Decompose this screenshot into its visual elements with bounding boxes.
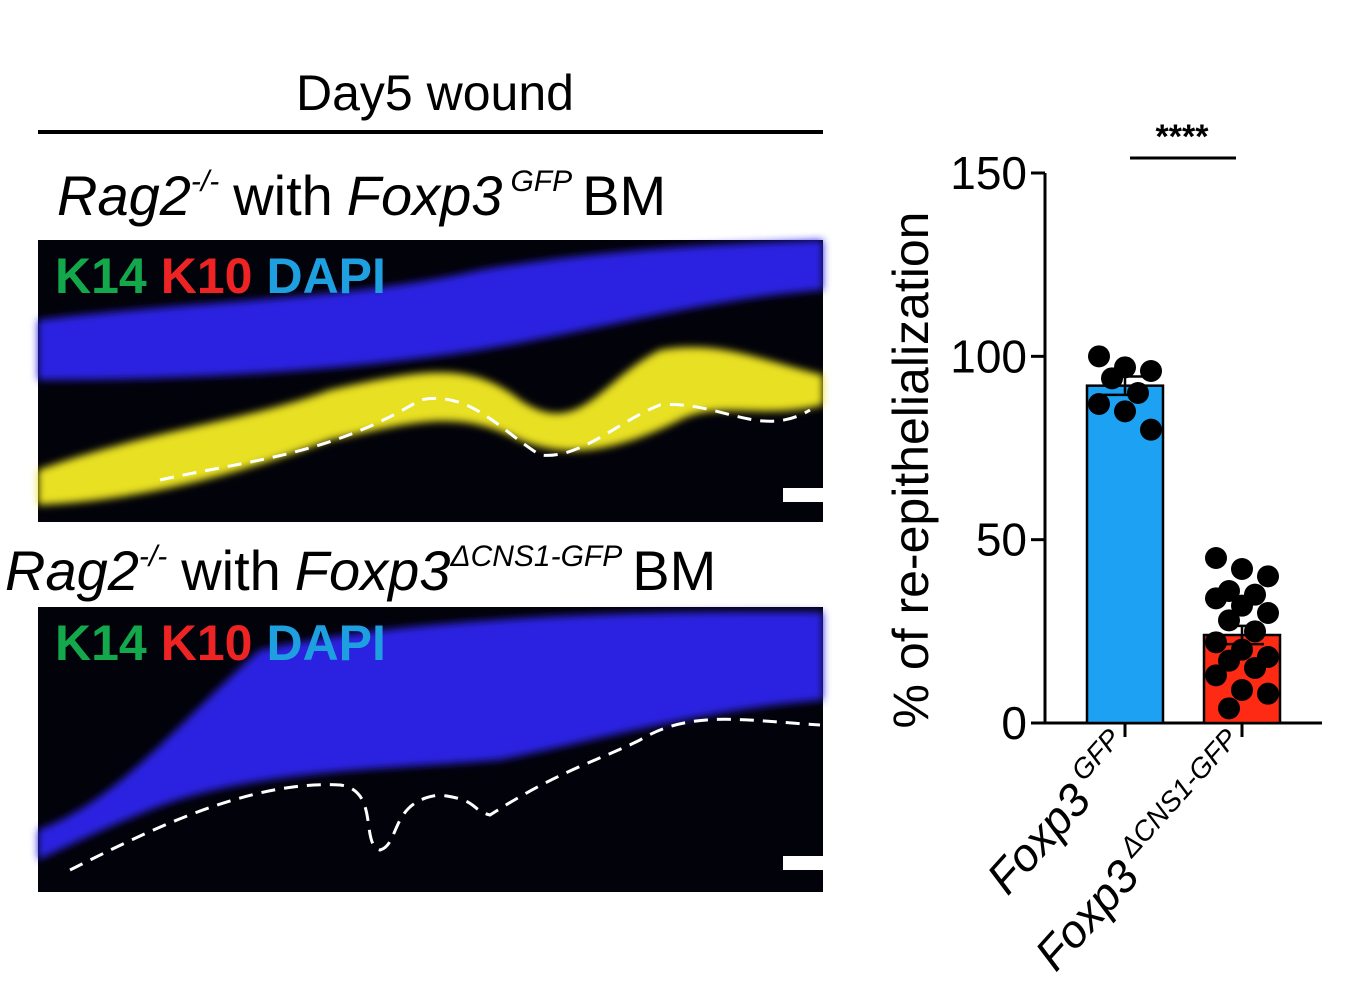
data-point: [1140, 360, 1162, 382]
host-genotype: -/-: [191, 165, 219, 198]
stain-label: K10: [161, 248, 253, 304]
micrograph-top: [38, 240, 825, 522]
bar: [1085, 384, 1165, 725]
micrograph-bottom: [38, 607, 825, 892]
data-point: [1244, 620, 1266, 643]
data-point: [1205, 587, 1227, 610]
data-point: [1218, 609, 1240, 632]
with: with: [232, 164, 333, 227]
donor: Foxp3: [295, 539, 451, 602]
data-point: [1205, 664, 1227, 687]
host-genotype: -/-: [139, 540, 167, 573]
data-point: [1257, 565, 1279, 588]
figure-title: Day5 wound: [296, 65, 574, 121]
y-tick-label: 50: [976, 514, 1027, 566]
data-point: [1231, 558, 1253, 580]
suffix: BM: [632, 539, 716, 602]
data-point: [1218, 697, 1240, 720]
stain-labels: K14 K10 DAPI: [55, 615, 386, 671]
stain-label: K14: [55, 615, 147, 671]
data-point: [1088, 393, 1110, 415]
stain-labels: K14 K10 DAPI: [55, 248, 386, 304]
data-point: [1231, 679, 1253, 701]
category-superscript: ΔCNS1-GFP: [1113, 723, 1244, 864]
host: Rag2: [5, 539, 139, 602]
panel-title: Rag2-/- with Foxp3 GFP BM: [57, 164, 666, 227]
data-point: [1140, 418, 1162, 441]
donor-genotype: ΔCNS1-GFP: [449, 540, 622, 573]
y-axis-label: % of re-epithelialization: [883, 212, 939, 729]
donor-genotype: GFP: [510, 165, 572, 198]
data-point: [1205, 547, 1227, 569]
y-tick-label: 0: [1001, 697, 1027, 749]
stain-label: K10: [161, 615, 253, 671]
data-point: [1257, 602, 1279, 624]
suffix: BM: [582, 164, 666, 227]
with: with: [180, 539, 281, 602]
data-point: [1205, 631, 1227, 654]
data-point: [1231, 594, 1253, 617]
stain-label: K14: [55, 248, 147, 304]
donor: Foxp3: [347, 164, 503, 227]
data-point: [1244, 657, 1266, 679]
data-point: [1114, 400, 1136, 423]
significance: ****: [1156, 118, 1210, 156]
data-point: [1088, 345, 1110, 368]
stain-label: DAPI: [266, 248, 385, 304]
data-point: [1257, 682, 1279, 705]
data-point: [1218, 649, 1240, 672]
y-tick-label: 150: [950, 147, 1027, 199]
data-point: [1127, 382, 1149, 404]
stain-label: DAPI: [266, 615, 385, 671]
y-tick-label: 100: [950, 330, 1027, 382]
host: Rag2: [57, 164, 191, 227]
panel-title: Rag2-/- with Foxp3ΔCNS1-GFP BM: [5, 539, 716, 602]
data-point: [1101, 367, 1123, 390]
category-superscript: GFP: [1065, 723, 1127, 787]
